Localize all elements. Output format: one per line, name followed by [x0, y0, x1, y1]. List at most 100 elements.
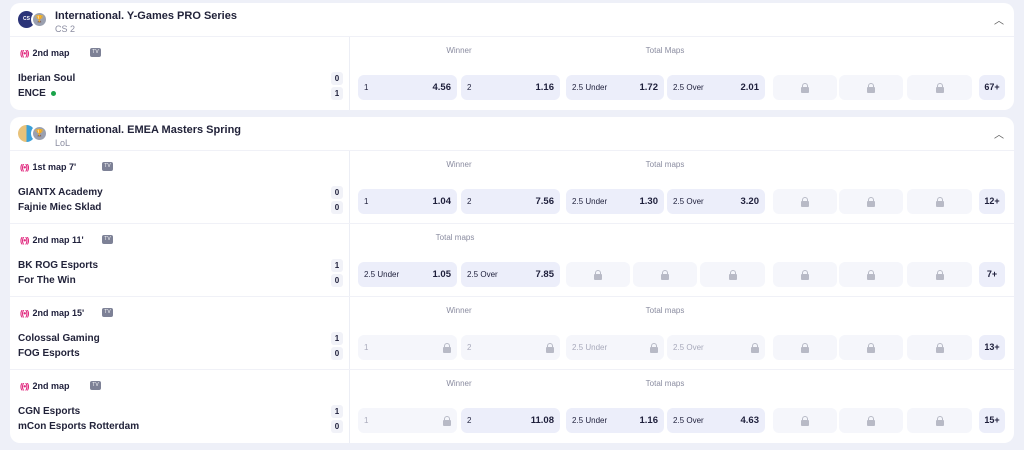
- market-label: Winner: [446, 46, 472, 55]
- odds-button[interactable]: 2.5 Over 7.85: [461, 262, 560, 287]
- tv-stream-icon[interactable]: TV: [90, 381, 101, 390]
- match-row[interactable]: ((•)) 1st map 7' TV GIANTX Academy 0 Fajnie M…: [10, 151, 1014, 224]
- match-row[interactable]: ((•)) 2nd map 15' TV Colossal Gaming 1 FOG Es…: [10, 297, 1014, 370]
- collapse-chevron-icon[interactable]: ︿: [994, 16, 1004, 27]
- market-label: Winner: [446, 160, 472, 169]
- odds-label: 2.5 Under: [572, 197, 608, 206]
- odds-label: 2.5 Under: [572, 83, 608, 92]
- locked-odds-cell: [839, 408, 903, 433]
- odds-button[interactable]: 2.5 Over 3.20: [667, 189, 765, 214]
- locked-odds-cell: 2.5 Over: [667, 335, 765, 360]
- match-status: ((•)) 2nd map 15': [20, 308, 84, 318]
- odds-label: 2.5 Under: [572, 416, 608, 425]
- more-markets-button[interactable]: 67+: [979, 75, 1005, 100]
- odds-label: 2: [467, 83, 472, 92]
- locked-odds-cell: [907, 262, 972, 287]
- tv-stream-icon[interactable]: TV: [102, 235, 113, 244]
- locked-odds-cell: [907, 75, 972, 100]
- match-info[interactable]: ((•)) 2nd map 15' TV Colossal Gaming 1 FOG Es…: [10, 297, 350, 369]
- league-header[interactable]: CS 🏆 International. Y-Games PRO Series CS 2…: [10, 3, 1014, 37]
- odds-value: 1.16: [639, 415, 659, 426]
- odds-value: 4.56: [432, 82, 452, 93]
- odds-button[interactable]: 2.5 Over 4.63: [667, 408, 765, 433]
- team-score: 1: [331, 332, 343, 345]
- lock-icon: [443, 416, 451, 426]
- market-label: Total maps: [645, 160, 685, 169]
- locked-odds-cell: [773, 262, 837, 287]
- match-row[interactable]: ((•)) 2nd map TV Iberian Soul 0 ENCE 1 Winner To…: [10, 37, 1014, 110]
- team-name: mCon Esports Rotterdam: [18, 421, 139, 432]
- status-text: 2nd map: [32, 381, 70, 391]
- locked-odds-cell: [907, 189, 972, 214]
- league-logos: 🏆: [18, 125, 50, 143]
- lock-icon: [728, 270, 737, 280]
- market-label: Total maps: [645, 306, 685, 315]
- team-name-text: BK ROG Esports: [18, 260, 99, 271]
- league-sport: CS 2: [55, 24, 76, 34]
- match-status: ((•)) 2nd map: [20, 381, 69, 391]
- locked-odds-cell: [839, 335, 903, 360]
- locked-odds-cell: [839, 75, 903, 100]
- odds-value: 1.16: [535, 82, 555, 93]
- more-markets-button[interactable]: 7+: [979, 262, 1005, 287]
- lock-icon: [546, 343, 554, 353]
- lock-icon: [801, 83, 809, 93]
- match-info[interactable]: ((•)) 2nd map TV Iberian Soul 0 ENCE 1: [10, 37, 350, 110]
- live-icon: ((•)): [20, 235, 30, 245]
- odds-button[interactable]: 2.5 Under 1.16: [566, 408, 664, 433]
- league-header[interactable]: 🏆 International. EMEA Masters Spring LoL ︿: [10, 117, 1014, 151]
- lock-icon: [801, 343, 809, 353]
- lock-icon: [801, 197, 809, 207]
- lock-icon: [867, 197, 875, 207]
- odds-value: 1.04: [432, 196, 452, 207]
- odds-value: 7.56: [535, 196, 555, 207]
- odds-value: 1.05: [432, 269, 452, 280]
- odds-button[interactable]: 1 4.56: [358, 75, 457, 100]
- more-markets-button[interactable]: 12+: [979, 189, 1005, 214]
- team-score: 1: [331, 405, 343, 418]
- locked-odds-cell: [773, 408, 837, 433]
- lock-icon: [935, 270, 944, 280]
- team-score: 1: [331, 87, 343, 100]
- tv-stream-icon[interactable]: TV: [102, 162, 113, 171]
- tv-stream-icon[interactable]: TV: [102, 308, 113, 317]
- match-row[interactable]: ((•)) 2nd map 11' TV BK ROG Esports 1 For The…: [10, 224, 1014, 297]
- lock-icon: [867, 83, 875, 93]
- odds-button[interactable]: 2.5 Over 2.01: [667, 75, 765, 100]
- lock-icon: [935, 83, 944, 93]
- odds-button[interactable]: 2.5 Under 1.30: [566, 189, 664, 214]
- market-label: Winner: [446, 306, 472, 315]
- odds-button[interactable]: 1 1.04: [358, 189, 457, 214]
- match-info[interactable]: ((•)) 1st map 7' TV GIANTX Academy 0 Fajnie M…: [10, 151, 350, 223]
- team-name: GIANTX Academy: [18, 187, 103, 198]
- odds-button[interactable]: 2 7.56: [461, 189, 560, 214]
- more-markets-button[interactable]: 15+: [979, 408, 1005, 433]
- collapse-chevron-icon[interactable]: ︿: [994, 130, 1004, 141]
- market-label: Winner: [446, 379, 472, 388]
- team-name: BK ROG Esports: [18, 260, 98, 271]
- live-icon: ((•)): [20, 381, 30, 391]
- lock-icon: [867, 270, 875, 280]
- lock-icon: [594, 270, 602, 280]
- odds-button[interactable]: 2 1.16: [461, 75, 560, 100]
- trophy-icon: 🏆: [31, 125, 48, 142]
- match-info[interactable]: ((•)) 2nd map 11' TV BK ROG Esports 1 For The…: [10, 224, 350, 296]
- match-info[interactable]: ((•)) 2nd map TV CGN Esports 1 mCon Esports R…: [10, 370, 350, 443]
- team-name-text: FOG Esports: [18, 348, 80, 359]
- odds-button[interactable]: 2.5 Under 1.72: [566, 75, 664, 100]
- team-score: 0: [331, 274, 343, 287]
- team-score: 0: [331, 201, 343, 214]
- tv-stream-icon[interactable]: TV: [90, 48, 101, 57]
- lock-icon: [935, 343, 944, 353]
- odds-button[interactable]: 2.5 Under 1.05: [358, 262, 457, 287]
- team-name-text: Iberian Soul: [18, 73, 76, 84]
- game-logo-icon: [18, 125, 35, 142]
- locked-odds-cell: [633, 262, 697, 287]
- lock-icon: [935, 197, 944, 207]
- team-score: 1: [331, 259, 343, 272]
- odds-value: 2.01: [740, 82, 760, 93]
- more-markets-button[interactable]: 13+: [979, 335, 1005, 360]
- odds-value: 11.08: [530, 415, 554, 426]
- odds-button[interactable]: 2 11.08: [461, 408, 560, 433]
- match-row[interactable]: ((•)) 2nd map TV CGN Esports 1 mCon Esports R…: [10, 370, 1014, 443]
